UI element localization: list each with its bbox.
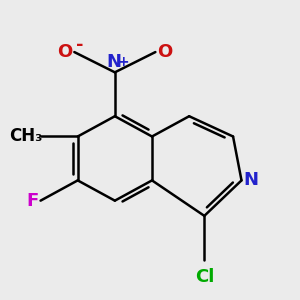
Text: O: O [157, 43, 172, 61]
Text: O: O [57, 43, 73, 61]
Text: Cl: Cl [195, 268, 214, 286]
Text: N: N [107, 52, 122, 70]
Text: F: F [27, 192, 39, 210]
Text: CH₃: CH₃ [9, 128, 42, 146]
Text: N: N [244, 171, 259, 189]
Text: -: - [76, 36, 83, 54]
Text: +: + [117, 55, 129, 69]
